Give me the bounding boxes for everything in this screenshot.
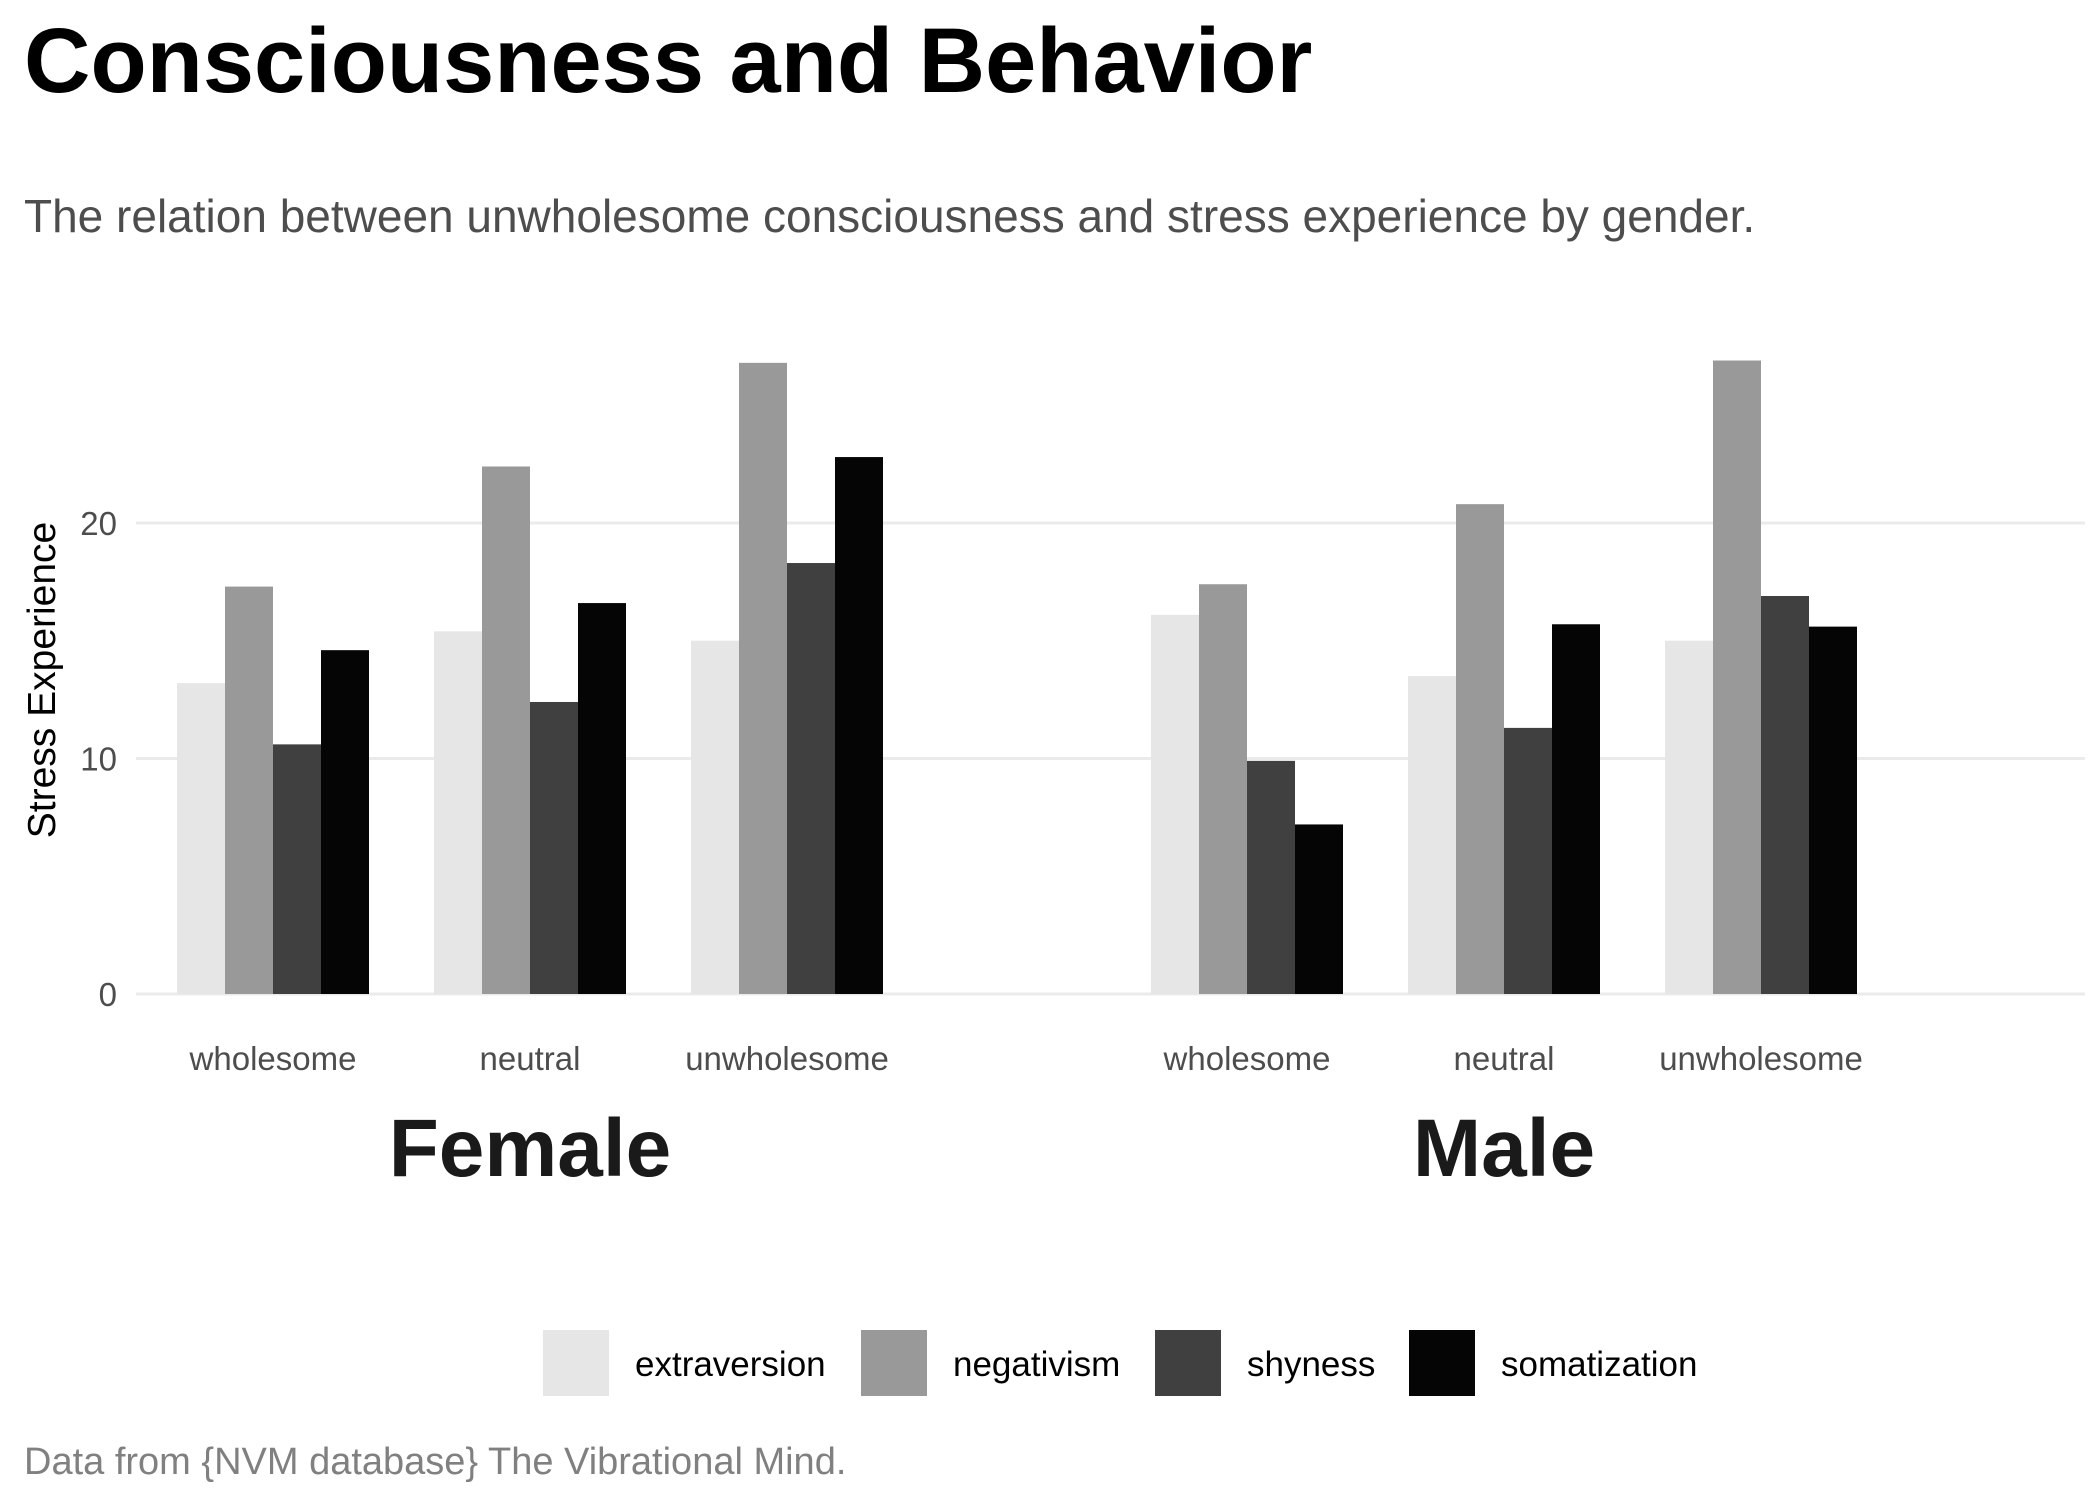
y-tick-label: 10 [80, 741, 117, 778]
legend: extraversion negativism shyness somatizatio… [543, 1330, 1697, 1396]
bar-shyness-neutral [1504, 727, 1552, 994]
bar-somatization-unwholesome [1809, 626, 1857, 994]
bar-negativism-neutral [1456, 504, 1504, 994]
legend-label: negativism [953, 1345, 1120, 1384]
facet-female [177, 362, 883, 995]
bars [177, 360, 1857, 995]
legend-key-somatization [1409, 1330, 1475, 1396]
legend-item-extraversion: extraversion [543, 1330, 826, 1396]
y-tick-label: 20 [80, 505, 117, 542]
legend-label: somatization [1501, 1345, 1697, 1384]
bar-somatization-neutral [1552, 624, 1600, 994]
x-tick-label: neutral [1454, 1040, 1555, 1077]
bar-shyness-unwholesome [1761, 596, 1809, 994]
chart-title: Consciousness and Behavior [24, 10, 1312, 112]
bar-extraversion-wholesome [1151, 614, 1199, 994]
bar-shyness-wholesome [273, 744, 321, 994]
bar-extraversion-neutral [434, 631, 482, 994]
x-tick-label: unwholesome [685, 1040, 889, 1077]
bar-extraversion-wholesome [177, 683, 225, 994]
bar-somatization-wholesome [321, 650, 369, 994]
bar-extraversion-unwholesome [1665, 640, 1713, 994]
x-tick-label: wholesome [189, 1040, 357, 1077]
facet-label-male: Male [1413, 1103, 1595, 1194]
bar-somatization-unwholesome [835, 457, 883, 994]
chart-subtitle: The relation between unwholesome conscio… [24, 190, 1755, 242]
bar-extraversion-neutral [1408, 676, 1456, 994]
x-tick-label: neutral [480, 1040, 581, 1077]
x-tick-label: wholesome [1163, 1040, 1331, 1077]
legend-label: shyness [1247, 1345, 1375, 1384]
chart-caption: Data from {NVM database} The Vibrational… [24, 1441, 846, 1483]
bar-somatization-wholesome [1295, 824, 1343, 994]
y-axis-ticks: 0 10 20 [80, 505, 117, 1013]
legend-label: extraversion [635, 1345, 826, 1384]
legend-item-somatization: somatization [1409, 1330, 1697, 1396]
bar-shyness-unwholesome [787, 563, 835, 994]
bar-negativism-neutral [482, 466, 530, 995]
bar-shyness-neutral [530, 701, 578, 994]
bar-negativism-unwholesome [739, 362, 787, 994]
facet-male [1151, 360, 1857, 994]
legend-item-negativism: negativism [861, 1330, 1120, 1396]
legend-key-shyness [1155, 1330, 1221, 1396]
bar-negativism-unwholesome [1713, 360, 1761, 994]
legend-item-shyness: shyness [1155, 1330, 1375, 1396]
y-tick-label: 0 [99, 976, 117, 1013]
facet-labels: Female Male [389, 1103, 1595, 1194]
bar-extraversion-unwholesome [691, 640, 739, 994]
bar-negativism-wholesome [225, 586, 273, 994]
bar-somatization-neutral [578, 603, 626, 994]
x-axis-ticks: wholesome neutral unwholesome wholesome neut… [189, 1040, 1863, 1077]
legend-key-negativism [861, 1330, 927, 1396]
bar-shyness-wholesome [1247, 760, 1295, 994]
x-tick-label: unwholesome [1659, 1040, 1863, 1077]
legend-key-extraversion [543, 1330, 609, 1396]
facet-label-female: Female [389, 1103, 672, 1194]
bar-negativism-wholesome [1199, 584, 1247, 994]
y-axis-label: Stress Experience [21, 522, 64, 838]
